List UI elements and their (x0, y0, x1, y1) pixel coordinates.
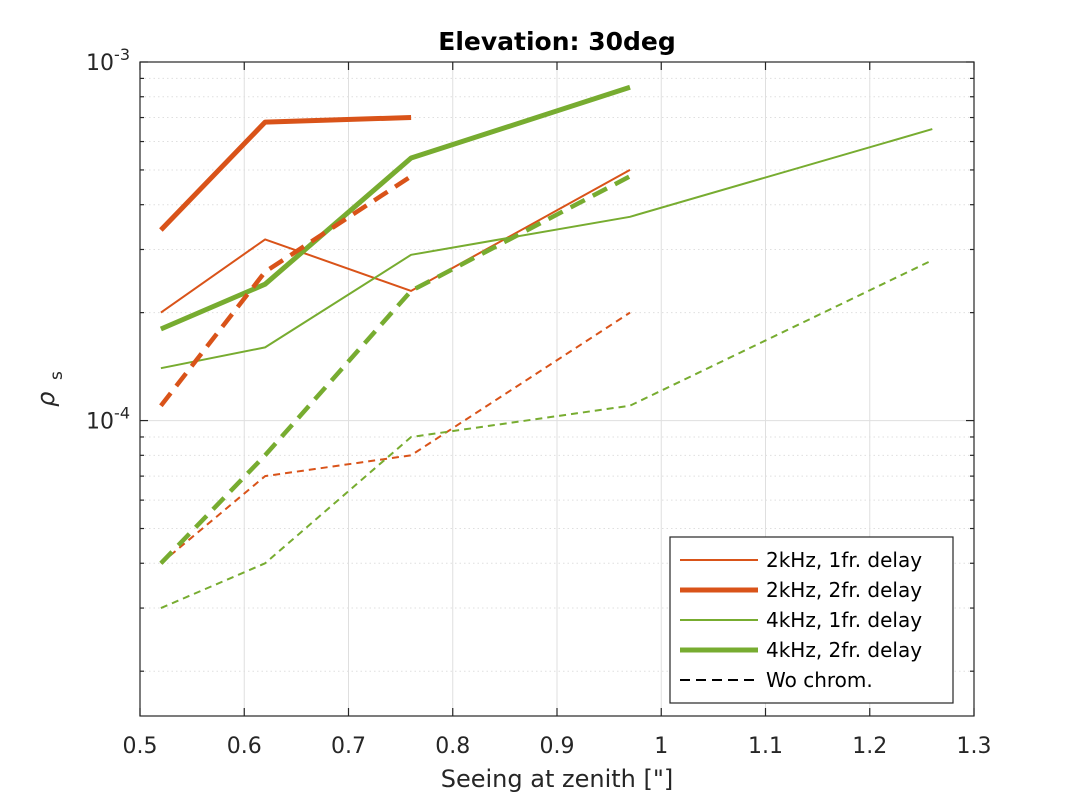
series-group (159, 84, 933, 610)
legend-label: Wo chrom. (766, 668, 873, 692)
series-line-4khz-1fr-delay-wo-chrom (160, 259, 933, 610)
x-axis-label: Seeing at zenith ["] (441, 765, 674, 793)
series-line-2khz-1fr-delay (160, 169, 631, 314)
x-tick-label: 0.8 (435, 734, 470, 759)
y-axis-label: ρ s (32, 371, 67, 407)
legend-label: 2kHz, 1fr. delay (766, 548, 922, 572)
series-line-2khz-2fr-delay-wo-chrom (159, 174, 413, 408)
y-tick-label: 10-3 (86, 45, 130, 76)
series-line-4khz-1fr-delay (160, 128, 933, 370)
svg-text:ρ s: ρ s (32, 371, 67, 407)
x-tick-label: 1 (654, 734, 668, 759)
x-tick-label: 1.3 (957, 734, 992, 759)
x-tick-label: 0.6 (227, 734, 262, 759)
series-line-4khz-2fr-delay-wo-chrom (159, 174, 632, 565)
x-tick-label: 1.1 (748, 734, 783, 759)
y-axis-label-symbol: ρ (32, 392, 60, 407)
series-line-2khz-1fr-delay-wo-chrom (160, 311, 631, 565)
x-tick-label: 0.9 (540, 734, 575, 759)
series-line-2khz-2fr-delay (159, 115, 412, 232)
x-tick-label: 0.7 (331, 734, 366, 759)
ticks-group: 0.5 0.6 0.7 0.8 0.9 1 1.1 1.2 1.3 10-4 10-3 (86, 45, 991, 759)
x-tick-label: 0.5 (123, 734, 158, 759)
y-axis-label-subscript: s (47, 371, 67, 380)
y-tick-label: 10-4 (86, 404, 130, 435)
legend-label: 4kHz, 2fr. delay (766, 638, 922, 662)
legend: 2kHz, 1fr. delay 2kHz, 2fr. delay 4kHz, 1f… (669, 536, 954, 704)
x-tick-label: 1.2 (852, 734, 887, 759)
legend-label: 4kHz, 1fr. delay (766, 608, 922, 632)
legend-label: 2kHz, 2fr. delay (766, 578, 922, 602)
series-line-4khz-2fr-delay (159, 84, 631, 332)
chart-title: Elevation: 30deg (438, 27, 676, 56)
